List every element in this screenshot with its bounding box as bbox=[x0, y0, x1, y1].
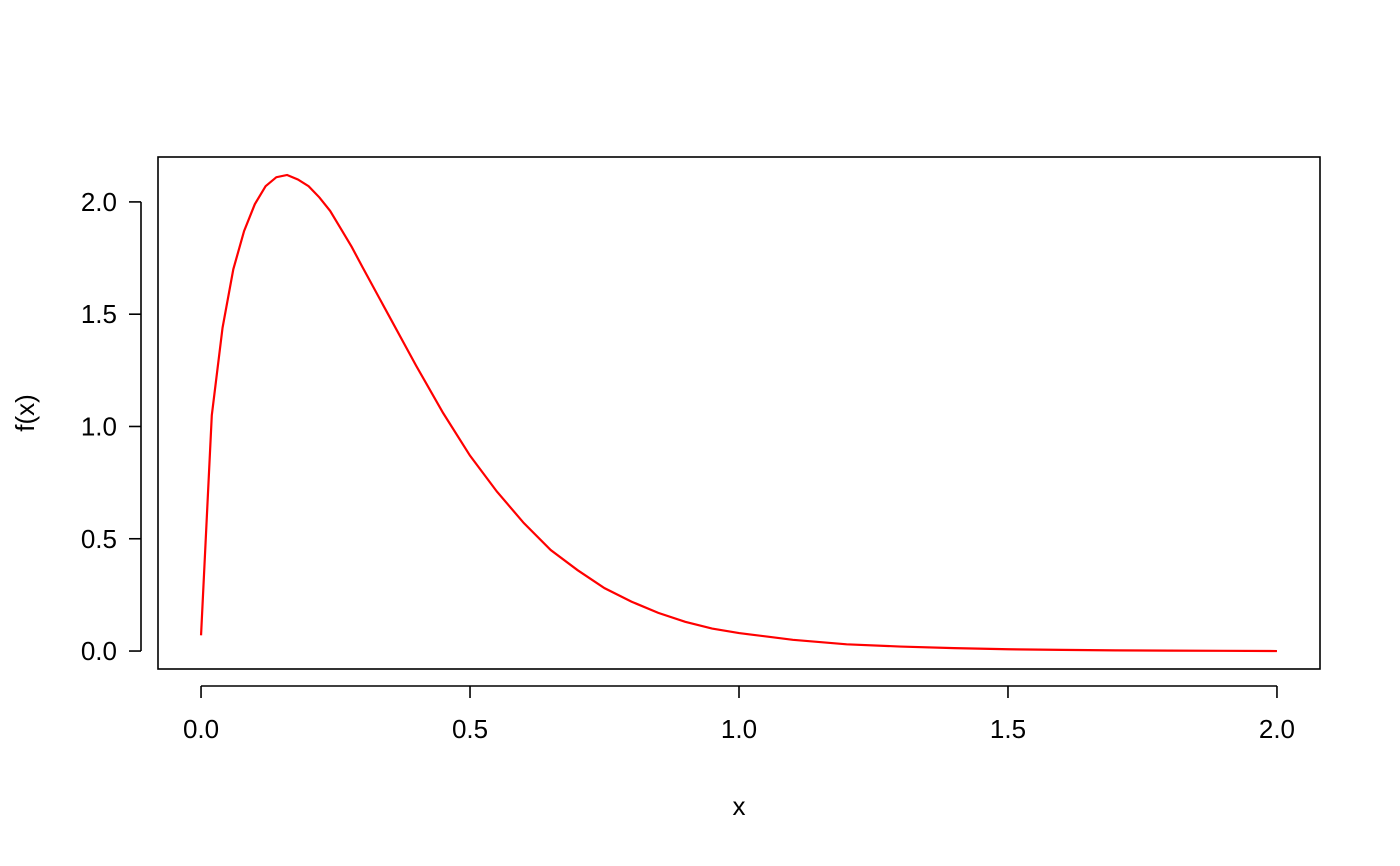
x-tick-label: 1.5 bbox=[990, 714, 1026, 744]
y-axis-label: f(x) bbox=[10, 394, 40, 432]
density-curve bbox=[199, 173, 1277, 653]
y-tick-label: 2.0 bbox=[81, 187, 117, 217]
x-axis: 0.0 0.5 1.0 1.5 2.0 bbox=[183, 685, 1295, 744]
y-axis: 0.0 0.5 1.0 1.5 2.0 bbox=[81, 187, 142, 666]
y-tick-label: 1.0 bbox=[81, 411, 117, 441]
x-tick-label: 1.0 bbox=[721, 714, 757, 744]
plot-frame bbox=[157, 156, 1321, 670]
x-axis-label: x bbox=[733, 791, 746, 821]
y-tick-label: 0.5 bbox=[81, 524, 117, 554]
y-tick-label: 1.5 bbox=[81, 299, 117, 329]
x-tick-label: 0.5 bbox=[452, 714, 488, 744]
y-tick-label: 0.0 bbox=[81, 636, 117, 666]
x-tick-label: 0.0 bbox=[183, 714, 219, 744]
x-tick-label: 2.0 bbox=[1259, 714, 1295, 744]
